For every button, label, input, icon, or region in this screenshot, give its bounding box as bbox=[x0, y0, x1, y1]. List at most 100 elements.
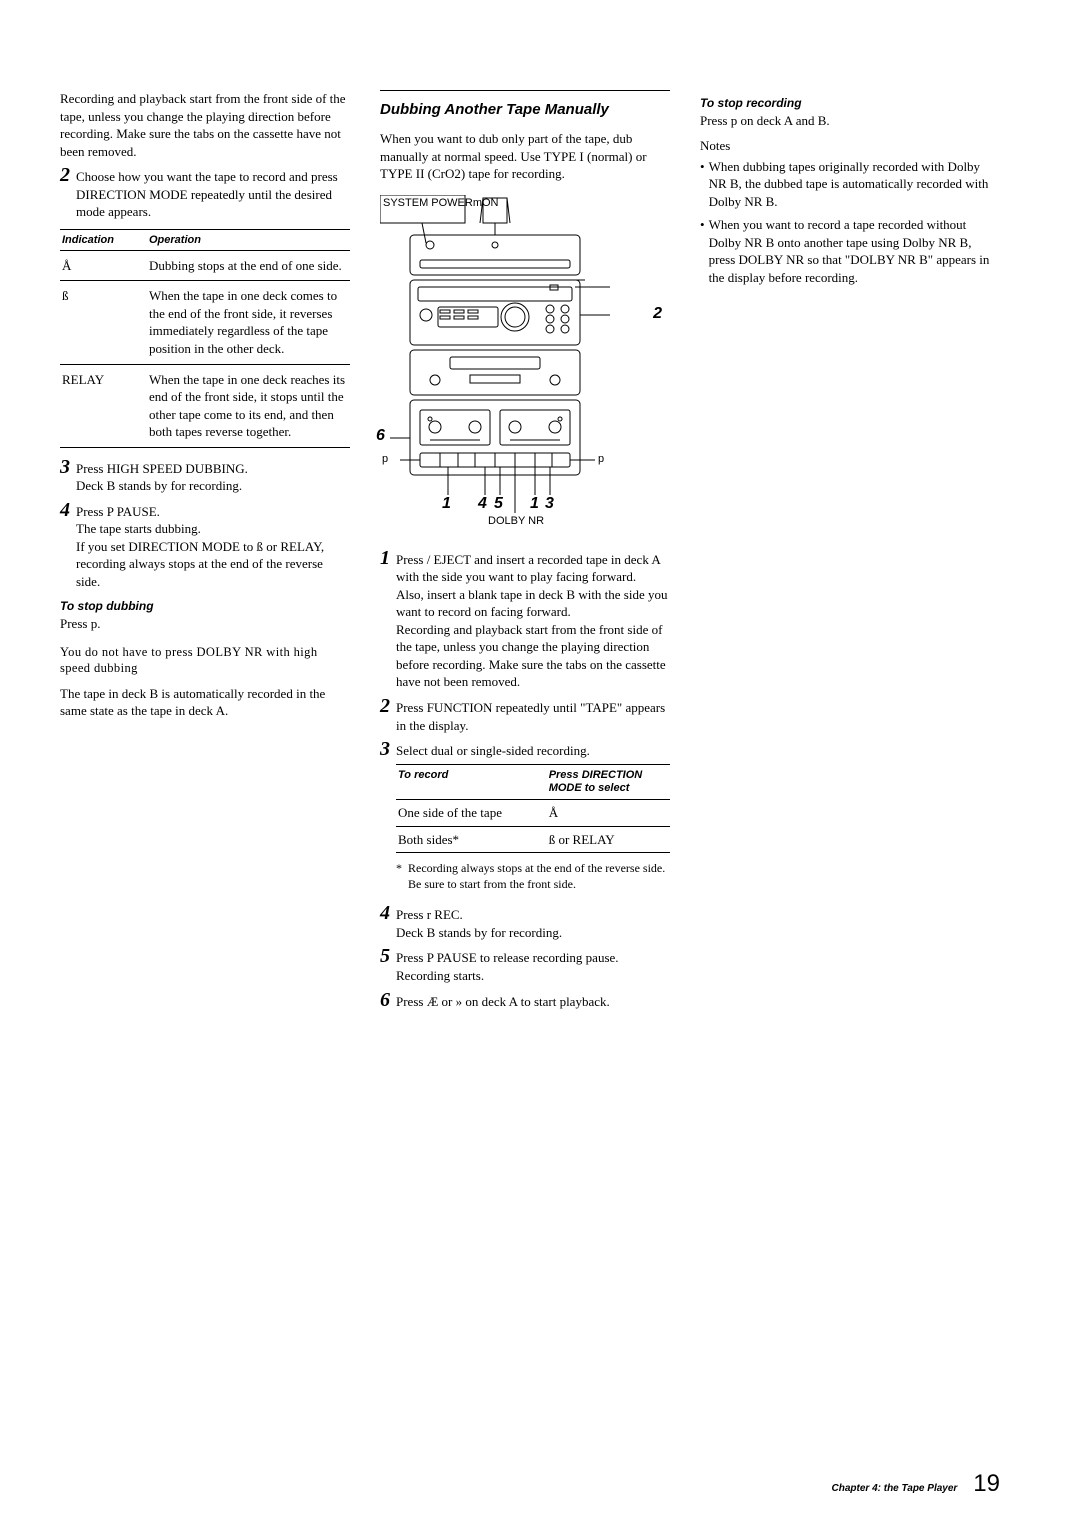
step-number: 5 bbox=[380, 945, 390, 968]
table-row: ß When the tape in one deck comes to the… bbox=[60, 281, 350, 364]
callout-4: 4 bbox=[478, 495, 487, 513]
stop-recording-heading: To stop recording bbox=[700, 96, 990, 110]
footnote: * Recording always stops at the end of t… bbox=[396, 861, 670, 892]
indication-table: Indication Operation Å Dubbing stops at … bbox=[60, 229, 350, 448]
step-body: Press P PAUSE to release recording pause… bbox=[396, 949, 670, 984]
cell: ß bbox=[60, 281, 147, 364]
page-footer: Chapter 4: the Tape Player 19 bbox=[832, 1470, 1000, 1498]
page-columns: Recording and playback start from the fr… bbox=[60, 90, 1020, 1020]
bullet-icon: • bbox=[700, 216, 705, 286]
col1-step-3: 3 Press HIGH SPEED DUBBING. Deck B stand… bbox=[60, 460, 350, 495]
cell: Dubbing stops at the end of one side. bbox=[147, 250, 350, 281]
table-row: Å Dubbing stops at the end of one side. bbox=[60, 250, 350, 281]
note-item: • When dubbing tapes originally recorded… bbox=[700, 158, 990, 211]
dolby-nr-label: DOLBY NR bbox=[488, 515, 544, 527]
text: Recording starts. bbox=[396, 968, 484, 983]
col2-step-2: 2 Press FUNCTION repeatedly until "TAPE"… bbox=[380, 699, 670, 734]
col1-intro: Recording and playback start from the fr… bbox=[60, 90, 350, 160]
column-1: Recording and playback start from the fr… bbox=[60, 90, 350, 1020]
table-row: One side of the tape Å bbox=[396, 800, 670, 827]
th-operation: Operation bbox=[147, 229, 350, 250]
callout-1b: 1 bbox=[530, 495, 539, 513]
note-text: When you want to record a tape recorded … bbox=[709, 216, 990, 286]
step-number: 1 bbox=[380, 547, 390, 570]
cell: When the tape in one deck reaches its en… bbox=[147, 364, 350, 447]
cell: One side of the tape bbox=[396, 800, 547, 827]
step-number: 3 bbox=[380, 738, 390, 761]
section-rule bbox=[380, 90, 670, 91]
section-title: Dubbing Another Tape Manually bbox=[380, 101, 670, 118]
col2-step-6: 6 Press Æ or » on deck A to start playba… bbox=[380, 993, 670, 1012]
callout-5: 5 bbox=[494, 495, 503, 513]
bullet-icon: • bbox=[700, 158, 705, 211]
footnote-text: Recording always stops at the end of the… bbox=[408, 861, 670, 892]
col2-step-4: 4 Press r REC. Deck B stands by for reco… bbox=[380, 906, 670, 941]
text: Press P PAUSE to release recording pause… bbox=[396, 950, 619, 965]
callout-1: 1 bbox=[442, 495, 451, 513]
note-item: • When you want to record a tape recorde… bbox=[700, 216, 990, 286]
text: Deck B stands by for recording. bbox=[76, 478, 242, 493]
text: The tape starts dubbing. bbox=[76, 521, 201, 536]
hint-heading: You do not have to press DOLBY NR with h… bbox=[60, 644, 350, 677]
text: Select dual or single-sided recording. bbox=[396, 743, 590, 758]
col2-step-3: 3 Select dual or single-sided recording.… bbox=[380, 742, 670, 898]
step-number: 2 bbox=[380, 695, 390, 718]
col1-step-4: 4 Press P PAUSE. The tape starts dubbing… bbox=[60, 503, 350, 591]
callout-6: 6 bbox=[376, 427, 385, 445]
note-text: When dubbing tapes originally recorded w… bbox=[709, 158, 990, 211]
text: If you set DIRECTION MODE to ß or RELAY,… bbox=[76, 539, 324, 589]
step-number: 6 bbox=[380, 989, 390, 1012]
system-power-label: SYSTEM POWERmON bbox=[383, 197, 499, 209]
table-row: RELAY When the tape in one deck reaches … bbox=[60, 364, 350, 447]
step-body: Press P PAUSE. The tape starts dubbing. … bbox=[76, 503, 350, 591]
hint-body: The tape in deck B is automatically reco… bbox=[60, 685, 350, 720]
col2-intro: When you want to dub only part of the ta… bbox=[380, 130, 670, 183]
chapter-label: Chapter 4: the Tape Player bbox=[832, 1483, 958, 1494]
text: Deck B stands by for recording. bbox=[396, 925, 562, 940]
step-body: Select dual or single-sided recording. T… bbox=[396, 742, 670, 898]
direction-table: To record Press DIRECTION MODE to select… bbox=[396, 764, 670, 853]
step-number: 4 bbox=[380, 902, 390, 925]
column-3: To stop recording Press p on deck A and … bbox=[700, 90, 990, 1020]
step-body: Press r REC. Deck B stands by for record… bbox=[396, 906, 670, 941]
step-number: 3 bbox=[60, 456, 70, 479]
step-body: Press HIGH SPEED DUBBING. Deck B stands … bbox=[76, 460, 350, 495]
cell: Both sides* bbox=[396, 826, 547, 853]
th: To record bbox=[396, 764, 547, 799]
stop-dubbing-heading: To stop dubbing bbox=[60, 599, 350, 613]
system-diagram: SYSTEM POWERmON 2 6 p p 1 4 5 1 3 DOLBY … bbox=[380, 195, 670, 535]
cell: ß or RELAY bbox=[547, 826, 670, 853]
col2-step-5: 5 Press P PAUSE to release recording pau… bbox=[380, 949, 670, 984]
callout-2: 2 bbox=[653, 305, 662, 323]
text: Recording and playback start from the fr… bbox=[396, 622, 666, 690]
th-indication: Indication bbox=[60, 229, 147, 250]
table-row: Both sides* ß or RELAY bbox=[396, 826, 670, 853]
asterisk: * bbox=[396, 861, 402, 892]
step-body: Choose how you want the tape to record a… bbox=[76, 168, 350, 221]
step-body: Press / EJECT and insert a recorded tape… bbox=[396, 551, 670, 691]
step-number: 2 bbox=[60, 164, 70, 187]
text: Press / EJECT and insert a recorded tape… bbox=[396, 552, 660, 585]
text: Press HIGH SPEED DUBBING. bbox=[76, 461, 248, 476]
cell: RELAY bbox=[60, 364, 147, 447]
step-number: 4 bbox=[60, 499, 70, 522]
col1-step-2: 2 Choose how you want the tape to record… bbox=[60, 168, 350, 221]
text: Press r REC. bbox=[396, 907, 463, 922]
text: Press P PAUSE. bbox=[76, 504, 160, 519]
callout-3: 3 bbox=[545, 495, 554, 513]
p-left-label: p bbox=[382, 453, 388, 465]
step-body: Press FUNCTION repeatedly until "TAPE" a… bbox=[396, 699, 670, 734]
cell: Å bbox=[547, 800, 670, 827]
column-2: Dubbing Another Tape Manually When you w… bbox=[380, 90, 670, 1020]
cell: Å bbox=[60, 250, 147, 281]
page-number: 19 bbox=[973, 1470, 1000, 1498]
stop-dubbing-body: Press p. bbox=[60, 615, 350, 633]
notes-label: Notes bbox=[700, 138, 990, 154]
cell: When the tape in one deck comes to the e… bbox=[147, 281, 350, 364]
p-right-label: p bbox=[598, 453, 604, 465]
th: Press DIRECTION MODE to select bbox=[547, 764, 670, 799]
text: Also, insert a blank tape in deck B with… bbox=[396, 587, 668, 620]
col2-step-1: 1 Press / EJECT and insert a recorded ta… bbox=[380, 551, 670, 691]
step-body: Press Æ or » on deck A to start playback… bbox=[396, 993, 670, 1011]
stop-recording-body: Press p on deck A and B. bbox=[700, 112, 990, 130]
